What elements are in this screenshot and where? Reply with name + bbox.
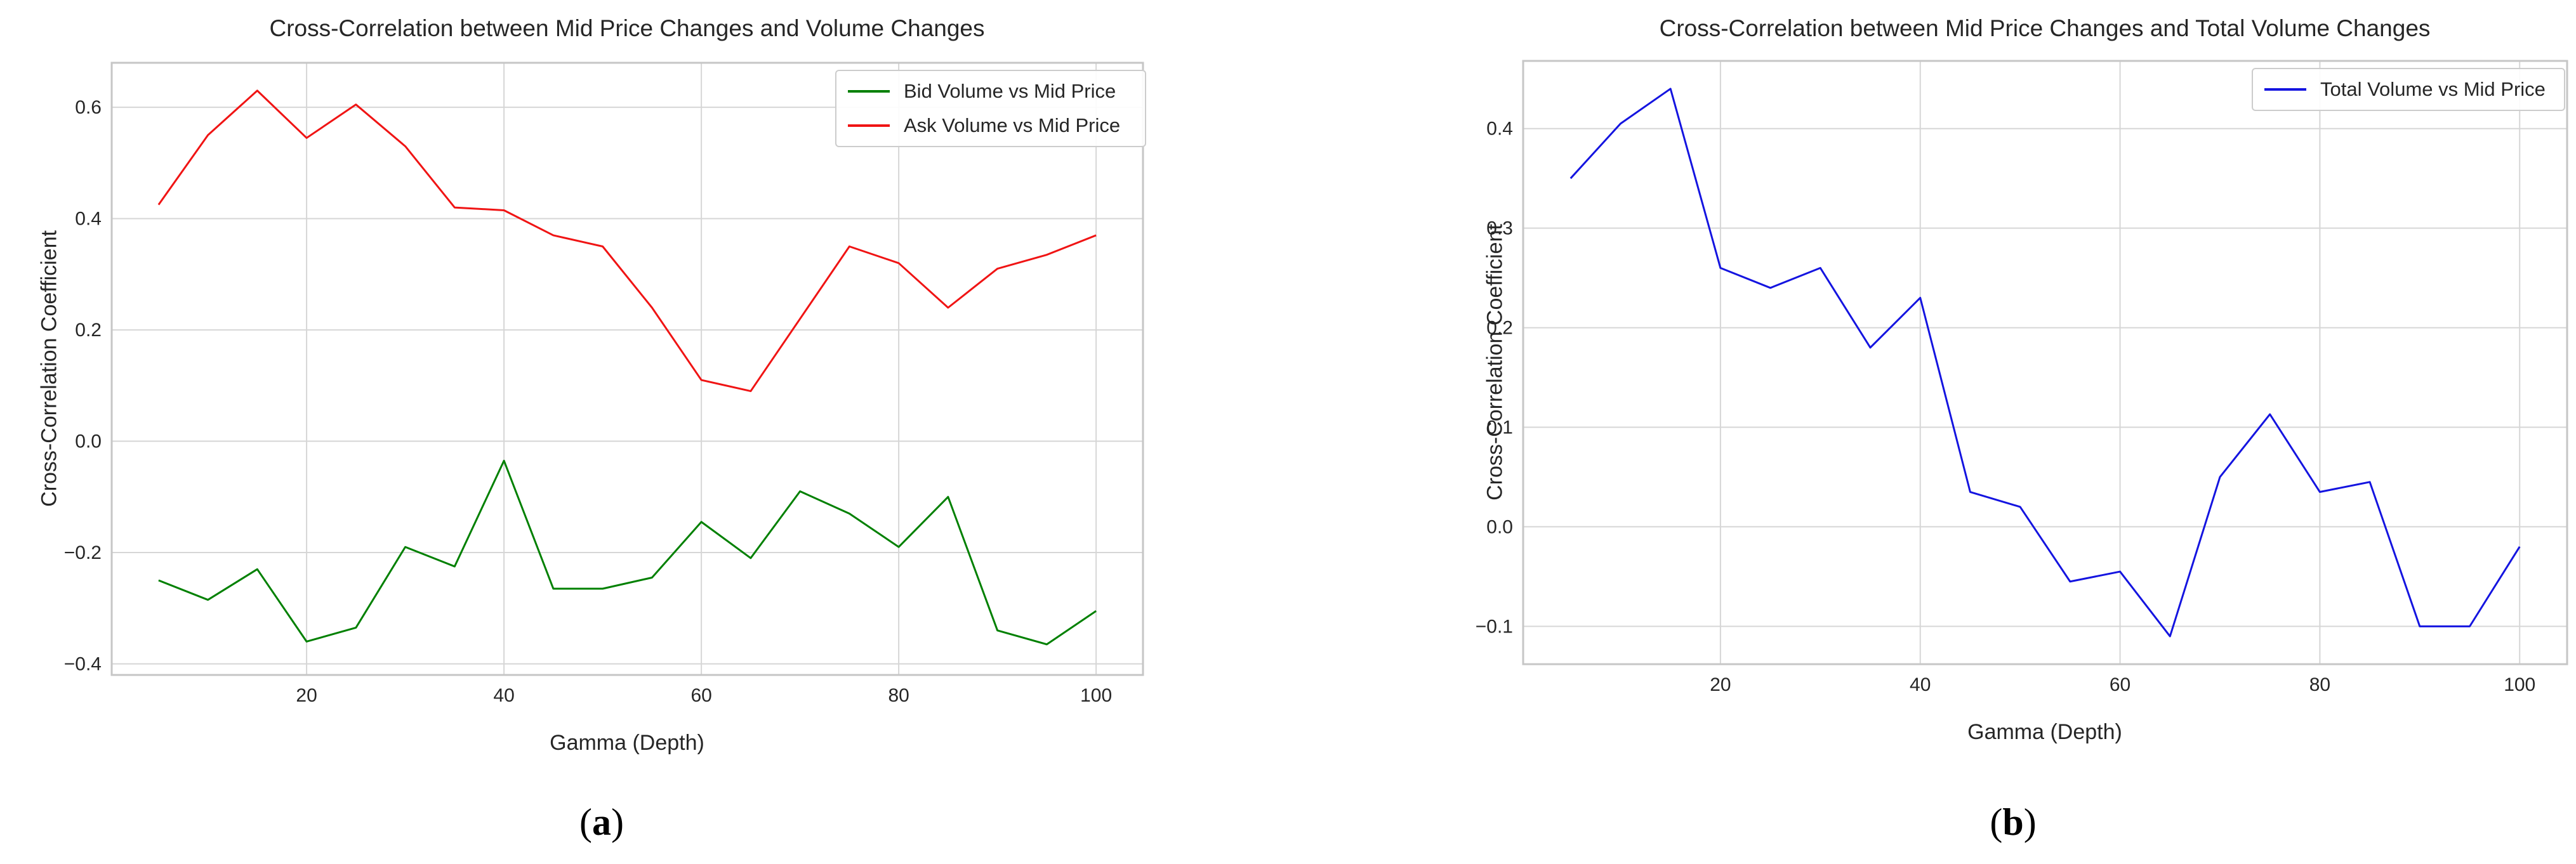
- plot-border: [110, 62, 1144, 676]
- y-tick-label: 0.6: [75, 97, 102, 118]
- left-x-axis-label: Gamma (Depth): [550, 731, 704, 755]
- legend-label-bid: Bid Volume vs Mid Price: [904, 80, 1116, 102]
- y-tick-label: 0.0: [1486, 516, 1513, 537]
- y-tick-label: 0.2: [75, 320, 102, 341]
- right-x-axis-label: Gamma (Depth): [1967, 720, 2122, 744]
- caption-a-open-paren: (: [579, 801, 592, 843]
- caption-a: (a): [579, 801, 624, 844]
- caption-b-letter: b: [2002, 801, 2024, 843]
- x-tick-label: 40: [1910, 674, 1931, 695]
- legend-label-total: Total Volume vs Mid Price: [2320, 78, 2546, 100]
- caption-b-close-paren: ): [2023, 801, 2037, 843]
- x-tick-label: 20: [1710, 674, 1731, 695]
- total-line-swatch-icon: [2264, 88, 2306, 91]
- left-legend: Bid Volume vs Mid Price Ask Volume vs Mi…: [835, 70, 1146, 147]
- legend-entry-total: Total Volume vs Mid Price: [2264, 75, 2547, 103]
- x-tick-label: 40: [493, 685, 514, 706]
- legend-label-ask: Ask Volume vs Mid Price: [904, 114, 1121, 136]
- legend-entry-bid: Bid Volume vs Mid Price: [848, 77, 1128, 105]
- right-chart-title: Cross-Correlation between Mid Price Chan…: [1659, 15, 2431, 41]
- series-line: [1569, 88, 2521, 638]
- caption-b-open-paren: (: [1990, 801, 2003, 843]
- x-tick-label: 20: [296, 685, 317, 706]
- left-chart-title: Cross-Correlation between Mid Price Chan…: [269, 15, 985, 41]
- y-tick-label: −0.4: [64, 653, 102, 674]
- x-tick-label: 60: [690, 685, 711, 706]
- x-tick-label: 60: [2110, 674, 2130, 695]
- right-y-axis-label: Cross-Correlation Coefficient: [1483, 224, 1507, 501]
- x-tick-label: 100: [1080, 685, 1112, 706]
- plot-area-left: 20 40 60 80 100 0.6 0.4 0.2 0.0 −0.2 −0.4: [64, 62, 1144, 706]
- y-tick-label: −0.1: [1476, 616, 1513, 637]
- x-tick-label: 80: [888, 685, 909, 706]
- right-legend: Total Volume vs Mid Price: [2252, 68, 2565, 111]
- y-tick-label: 0.4: [75, 209, 102, 230]
- x-tick-label: 100: [2504, 674, 2535, 695]
- plot-border: [1522, 60, 2568, 665]
- caption-a-letter: a: [592, 801, 611, 843]
- caption-b: (b): [1990, 801, 2036, 844]
- ask-line-swatch-icon: [848, 124, 890, 127]
- y-tick-label: −0.2: [64, 542, 102, 563]
- y-tick-label: 0.0: [75, 431, 102, 452]
- x-tick-label: 80: [2309, 674, 2330, 695]
- series-line: [158, 459, 1097, 646]
- caption-a-close-paren: ): [611, 801, 624, 843]
- bid-line-swatch-icon: [848, 90, 890, 93]
- legend-entry-ask: Ask Volume vs Mid Price: [848, 112, 1128, 140]
- left-y-axis-label: Cross-Correlation Coefficient: [37, 230, 62, 507]
- y-tick-label: 0.4: [1486, 119, 1513, 140]
